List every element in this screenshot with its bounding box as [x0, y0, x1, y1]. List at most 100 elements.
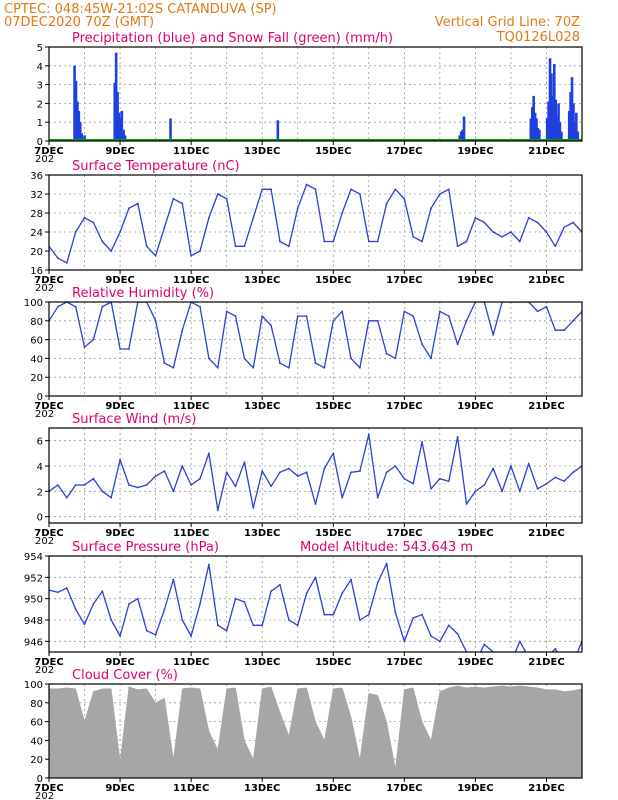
data-point	[181, 202, 184, 205]
data-point	[305, 471, 308, 474]
x-year-label: 202	[35, 283, 54, 294]
data-point	[279, 583, 281, 586]
data-point	[252, 216, 255, 219]
x-tick-label: 7DEC	[34, 528, 63, 539]
x-tick-label: 9DEC	[105, 401, 134, 412]
data-point	[438, 310, 441, 313]
data-point	[465, 240, 468, 243]
x-tick-label: 19DEC	[457, 146, 493, 157]
precip-bar	[77, 110, 81, 141]
data-point	[270, 590, 272, 593]
data-point	[92, 338, 95, 341]
y-tick-label: 60	[30, 718, 43, 729]
data-point	[279, 362, 281, 364]
data-point	[474, 216, 477, 219]
x-tick-label: 9DEC	[105, 657, 134, 668]
data-point	[403, 477, 406, 480]
data-point	[536, 310, 539, 313]
precip-bar	[551, 95, 555, 141]
data-point	[359, 619, 361, 621]
cloud-area	[49, 685, 582, 778]
data-point	[510, 231, 512, 233]
data-point	[145, 484, 148, 486]
data-point	[403, 640, 406, 643]
data-point	[136, 486, 139, 489]
data-point	[128, 603, 130, 605]
x-year-label: 202	[35, 536, 54, 547]
y-tick-label: 80	[30, 317, 43, 328]
data-point	[350, 357, 352, 360]
data-point	[314, 188, 317, 191]
x-tick-label: 9DEC	[105, 783, 134, 794]
precip-bar	[120, 110, 124, 141]
y-tick-label: 0	[37, 392, 43, 403]
precip-bar	[459, 131, 463, 141]
data-point	[421, 343, 423, 346]
data-point	[243, 245, 246, 248]
y-tick-label: 20	[30, 373, 43, 384]
data-point	[350, 188, 352, 191]
data-point	[261, 470, 264, 472]
data-point	[447, 315, 450, 317]
data-point	[430, 635, 432, 637]
header-grid-note: Vertical Grid Line: 70Z	[435, 15, 580, 30]
data-point	[270, 485, 272, 488]
data-point	[376, 240, 379, 243]
data-point	[483, 484, 486, 486]
data-point	[65, 496, 68, 499]
precip-bar	[113, 82, 117, 141]
data-point	[350, 578, 352, 581]
data-point	[465, 319, 468, 322]
y-tick-label: 2	[37, 487, 43, 498]
data-point	[101, 305, 104, 308]
data-point	[190, 484, 193, 486]
precip-bar	[567, 110, 571, 141]
data-point	[367, 433, 370, 436]
data-point	[518, 240, 521, 243]
data-point	[376, 496, 379, 499]
y-tick-label: 80	[30, 699, 43, 710]
data-point	[492, 467, 495, 470]
data-point	[296, 207, 299, 210]
precip-bar	[530, 107, 534, 141]
precip-bar	[169, 118, 172, 141]
data-point	[65, 261, 68, 264]
data-point	[92, 603, 95, 605]
data-point	[430, 357, 432, 360]
data-point	[270, 188, 272, 191]
data-point	[136, 202, 139, 205]
x-tick-label: 11DEC	[173, 275, 209, 286]
y-tick-label: 40	[30, 736, 43, 747]
data-point	[572, 471, 575, 474]
panel-3	[45, 427, 583, 527]
data-point	[314, 576, 317, 579]
x-tick-label: 11DEC	[173, 401, 209, 412]
panel-frame	[48, 46, 583, 142]
data-point	[216, 193, 219, 195]
x-tick-label: 15DEC	[315, 783, 351, 794]
data-point	[447, 480, 450, 483]
data-point	[394, 465, 397, 467]
data-point	[438, 477, 441, 480]
data-point	[447, 188, 450, 191]
data-point	[136, 597, 139, 600]
y-tick-label: 100	[24, 298, 43, 309]
plot-area	[49, 433, 582, 512]
header-location: CPTEC: 048:45W-21:02S CATANDUVA (SP)	[4, 2, 277, 17]
data-point	[279, 471, 281, 474]
data-point	[456, 632, 459, 635]
x-tick-label: 15DEC	[315, 146, 351, 157]
precip-bar	[80, 133, 83, 141]
precip-bar	[74, 80, 78, 141]
precip-bar	[116, 92, 119, 141]
x-tick-label: 17DEC	[386, 146, 422, 157]
x-tick-label: 21DEC	[528, 275, 564, 286]
precip-bar	[76, 101, 79, 141]
y-tick-label: 32	[30, 190, 43, 201]
x-tick-label: 13DEC	[244, 657, 280, 668]
x-year-label: 202	[35, 154, 54, 165]
data-point	[199, 603, 201, 605]
panel-title: Surface Pressure (hPa)	[72, 540, 219, 555]
data-point	[154, 319, 157, 322]
x-tick-label: 21DEC	[528, 146, 564, 157]
